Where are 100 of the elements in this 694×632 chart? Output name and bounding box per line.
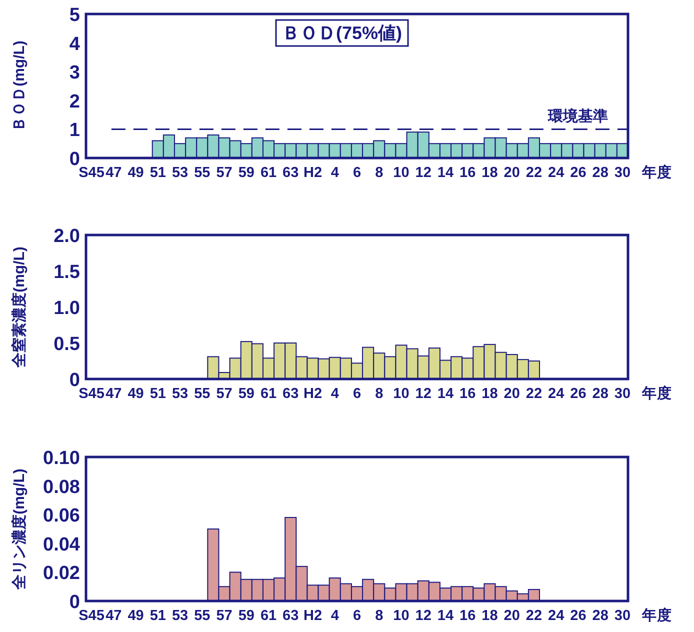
x-tick-label: 18 [482,386,498,402]
y-tick-label: 0 [69,370,80,391]
x-tick-label: 24 [548,608,564,624]
x-tick-label: 30 [614,165,631,181]
x-tick-label: 53 [172,165,188,181]
x-tick-label: S45 [78,165,104,181]
y-tick-label: 0.04 [43,534,80,556]
x-tick-label: 22 [526,165,542,181]
x-tick-label: S45 [78,386,104,402]
x-tick-label: 24 [548,386,564,402]
x-tick-label: 10 [393,608,410,624]
x-tick-label: 6 [352,608,362,624]
y-tick-label: 0.02 [43,563,80,584]
x-tick-label: 55 [194,386,210,402]
y-axis-title: 全窒素濃度(mg/L) [10,246,28,368]
x-tick-label: 6 [352,165,362,181]
y-tick-label: 0.10 [43,448,80,469]
y-tick-label: 3 [69,62,80,84]
y-tick-label: 2 [69,91,80,112]
x-tick-label: 18 [482,165,498,181]
x-tick-label: 49 [128,608,144,624]
x-tick-label: 47 [106,165,122,181]
x-tick-label: 61 [260,165,277,181]
x-axis-title: 年度 [641,163,672,181]
x-tick-label: 12 [415,165,432,181]
x-tick-label: 28 [592,608,608,624]
x-axis-title: 年度 [641,606,672,624]
y-axis-title: ＢＯＤ(mg/L) [11,40,28,132]
x-tick-label: 51 [150,386,166,402]
x-tick-label: 20 [504,165,520,181]
y-tick-label: 1.0 [54,298,80,319]
x-tick-label: 20 [504,608,520,624]
x-tick-label: 4 [330,608,339,624]
x-tick-label: 51 [150,608,166,624]
x-tick-label: 30 [614,608,631,624]
x-tick-label: 8 [375,386,384,402]
x-tick-label: 28 [592,165,608,181]
x-tick-label: 16 [460,386,476,402]
x-tick-label: 57 [216,165,232,181]
x-tick-label: 16 [460,165,476,181]
x-tick-label: 49 [128,386,144,402]
x-tick-label: S45 [78,608,104,624]
x-tick-label: 53 [172,608,188,624]
y-tick-label: 5 [69,5,80,26]
x-tick-label: 51 [150,165,166,181]
x-tick-label: 26 [570,165,586,181]
x-tick-label: H2 [303,165,322,181]
x-tick-label: 26 [570,386,586,402]
x-tick-label: 8 [375,608,384,624]
x-tick-label: 49 [128,165,144,181]
x-tick-label: 10 [393,386,410,402]
x-tick-label: 12 [415,608,432,624]
x-tick-label: 47 [106,386,122,402]
x-tick-label: 63 [282,386,299,402]
x-tick-label: H2 [303,608,322,624]
x-axis-title: 年度 [641,384,672,402]
x-tick-label: 59 [238,165,254,181]
text: ＢＯＤ(75%値) [282,23,402,43]
x-tick-label: 47 [106,608,122,624]
x-tick-label: 22 [526,386,542,402]
x-tick-label: 28 [592,386,608,402]
x-tick-label: 55 [194,608,210,624]
y-tick-label: 0.5 [54,334,80,355]
x-tick-label: 24 [548,165,564,181]
x-tick-label: 55 [194,165,210,181]
x-tick-label: 4 [330,386,339,402]
x-tick-label: 59 [238,608,254,624]
x-tick-label: 4 [330,165,339,181]
x-tick-label: 53 [172,386,188,402]
x-tick-label: 10 [393,165,410,181]
x-tick-label: 59 [238,386,254,402]
x-tick-label: H2 [303,386,322,402]
x-tick-label: 8 [375,165,384,181]
y-tick-label: 0.08 [43,476,80,498]
x-tick-label: 57 [216,386,232,402]
x-tick-label: 14 [437,386,454,402]
ref-line-label: 環境基準 [547,107,608,126]
x-tick-label: 30 [614,386,631,402]
x-tick-label: 26 [570,608,586,624]
x-tick-label: 14 [437,165,454,181]
x-tick-label: 63 [282,165,299,181]
x-tick-label: 12 [415,386,432,402]
y-tick-label: 0 [69,149,80,170]
x-tick-label: 18 [482,608,498,624]
x-tick-label: 61 [260,386,277,402]
y-tick-label: 4 [69,34,80,55]
x-tick-label: 22 [526,608,542,624]
x-tick-label: 61 [260,608,277,624]
y-tick-label: 1 [69,120,80,142]
x-tick-label: 63 [282,608,299,624]
y-tick-label: 0.06 [43,506,80,527]
x-tick-label: 20 [504,386,520,402]
y-axis-title: 全リン濃度(mg/L) [10,468,28,590]
x-tick-label: 6 [352,386,362,402]
y-tick-label: 0 [69,592,80,613]
x-tick-label: 57 [216,608,232,624]
y-tick-label: 2.0 [54,226,80,247]
y-tick-label: 1.5 [54,262,80,283]
x-tick-label: 16 [460,608,476,624]
x-tick-label: 14 [437,608,454,624]
